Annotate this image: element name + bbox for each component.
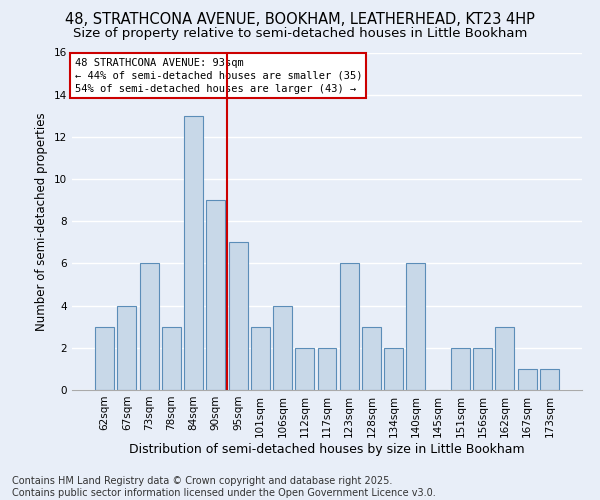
Bar <box>273 306 292 390</box>
X-axis label: Distribution of semi-detached houses by size in Little Bookham: Distribution of semi-detached houses by … <box>129 442 525 456</box>
Bar <box>140 264 158 390</box>
Bar <box>384 348 403 390</box>
Text: Size of property relative to semi-detached houses in Little Bookham: Size of property relative to semi-detach… <box>73 28 527 40</box>
Bar <box>184 116 203 390</box>
Bar <box>340 264 359 390</box>
Text: 48 STRATHCONA AVENUE: 93sqm
← 44% of semi-detached houses are smaller (35)
54% o: 48 STRATHCONA AVENUE: 93sqm ← 44% of sem… <box>74 58 362 94</box>
Bar <box>162 326 181 390</box>
Y-axis label: Number of semi-detached properties: Number of semi-detached properties <box>35 112 49 330</box>
Bar <box>518 369 536 390</box>
Bar <box>229 242 248 390</box>
Bar <box>451 348 470 390</box>
Text: 48, STRATHCONA AVENUE, BOOKHAM, LEATHERHEAD, KT23 4HP: 48, STRATHCONA AVENUE, BOOKHAM, LEATHERH… <box>65 12 535 28</box>
Bar <box>206 200 225 390</box>
Bar <box>496 326 514 390</box>
Text: Contains HM Land Registry data © Crown copyright and database right 2025.
Contai: Contains HM Land Registry data © Crown c… <box>12 476 436 498</box>
Bar <box>295 348 314 390</box>
Bar <box>362 326 381 390</box>
Bar <box>317 348 337 390</box>
Bar <box>406 264 425 390</box>
Bar <box>540 369 559 390</box>
Bar <box>473 348 492 390</box>
Bar <box>251 326 270 390</box>
Bar <box>95 326 114 390</box>
Bar <box>118 306 136 390</box>
